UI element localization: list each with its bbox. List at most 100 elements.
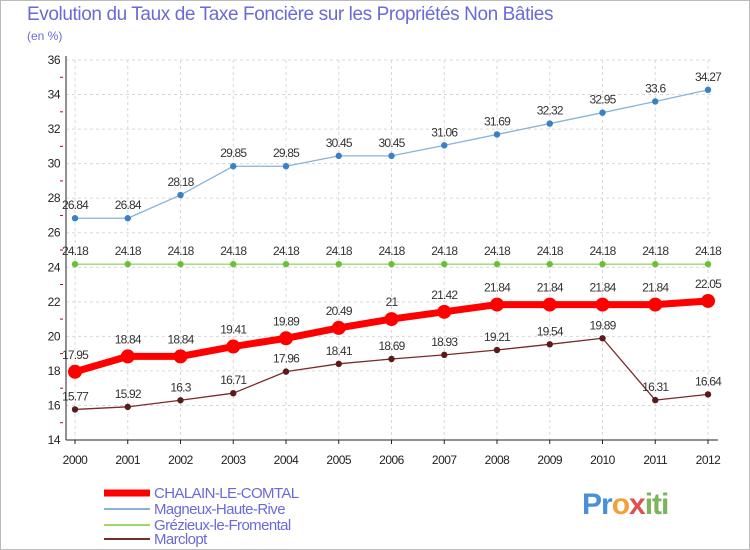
data-label: 33.6 xyxy=(645,81,666,95)
data-label: 24.18 xyxy=(220,244,247,258)
data-point xyxy=(441,260,448,268)
x-tick-label: 2009 xyxy=(537,453,563,467)
chart-title: Evolution du Taux de Taxe Foncière sur l… xyxy=(27,4,554,25)
data-point xyxy=(388,260,395,268)
data-point xyxy=(335,152,342,160)
data-label: 18.84 xyxy=(115,332,142,346)
data-label: 15.92 xyxy=(115,387,142,401)
x-tick-label: 2005 xyxy=(326,453,352,467)
data-point xyxy=(704,260,712,268)
x-tick-label: 2004 xyxy=(274,453,300,467)
data-point xyxy=(177,397,184,404)
data-point xyxy=(282,260,290,268)
data-label: 32.32 xyxy=(537,104,564,118)
data-label: 24.18 xyxy=(537,244,564,258)
data-label: 20.49 xyxy=(326,304,353,318)
data-label: 24.18 xyxy=(167,244,194,258)
data-point xyxy=(441,351,448,359)
data-point xyxy=(599,335,606,342)
x-tick-label: 2000 xyxy=(63,453,89,467)
data-label: 19.89 xyxy=(589,318,616,332)
data-label: 24.18 xyxy=(431,244,458,258)
data-label: 15.77 xyxy=(62,389,89,403)
data-label: 29.85 xyxy=(273,146,300,160)
data-label: 29.85 xyxy=(220,146,247,160)
data-point xyxy=(388,355,395,363)
data-label: 19.54 xyxy=(537,324,564,338)
data-label: 17.95 xyxy=(62,348,89,362)
data-point xyxy=(704,391,712,398)
data-label: 30.45 xyxy=(378,136,405,150)
data-point xyxy=(177,191,184,199)
data-label: 22.05 xyxy=(695,277,722,291)
data-label: 24.18 xyxy=(326,244,353,258)
data-label: 21.84 xyxy=(642,281,669,295)
data-point xyxy=(599,260,606,268)
data-label: 24.18 xyxy=(62,244,89,258)
data-label: 24.18 xyxy=(484,244,511,258)
x-tick-label: 2006 xyxy=(379,453,405,467)
data-label: 21.84 xyxy=(589,281,616,295)
data-point xyxy=(335,260,342,268)
logo-part: x xyxy=(629,488,646,521)
data-point xyxy=(226,339,241,354)
y-tick-label: 36 xyxy=(48,53,61,67)
data-point xyxy=(124,260,131,268)
data-label: 18.84 xyxy=(167,332,194,346)
data-point xyxy=(595,297,610,312)
x-tick-label: 2010 xyxy=(590,453,616,467)
data-label: 31.06 xyxy=(431,125,458,139)
data-point xyxy=(388,152,395,160)
y-tick-label: 26 xyxy=(48,226,61,240)
data-label: 19.41 xyxy=(220,323,247,337)
data-point xyxy=(493,346,501,354)
data-point xyxy=(120,349,135,364)
data-label: 34.27 xyxy=(695,70,722,84)
data-point xyxy=(546,260,553,268)
data-label: 18.93 xyxy=(431,335,458,349)
data-point xyxy=(701,293,715,308)
y-tick-label: 28 xyxy=(48,191,61,205)
y-tick-label: 14 xyxy=(48,433,61,447)
data-label: 16.71 xyxy=(220,373,247,387)
data-point xyxy=(490,297,504,312)
data-label: 18.69 xyxy=(378,339,405,353)
data-point xyxy=(652,396,659,404)
data-point xyxy=(335,360,342,368)
axes: 14 16 18 20 22 24 26 28 30 32 34 36 2000 2001 2002 2003… xyxy=(48,53,722,467)
y-tick-label: 24 xyxy=(48,260,61,274)
data-point xyxy=(282,368,290,375)
x-tick-label: 2011 xyxy=(643,453,668,467)
data-point xyxy=(648,297,663,312)
data-label: 21.84 xyxy=(484,281,511,295)
data-label: 21.42 xyxy=(431,288,458,302)
data-label: 16.64 xyxy=(695,374,722,388)
x-tick-label: 2001 xyxy=(115,453,141,467)
data-label: 24.18 xyxy=(695,244,722,258)
legend-label: Magneux-Haute-Rive xyxy=(154,501,285,518)
data-point xyxy=(279,331,293,346)
data-point xyxy=(124,215,131,222)
y-tick-label: 30 xyxy=(48,157,61,171)
data-point xyxy=(282,163,290,170)
proxiti-logo: Proxiti xyxy=(582,488,669,522)
data-label: 16.3 xyxy=(170,380,191,394)
data-point xyxy=(384,312,399,327)
data-label: 21 xyxy=(386,295,399,309)
data-point xyxy=(68,364,82,379)
data-point xyxy=(230,260,237,268)
data-point xyxy=(71,406,79,413)
data-label: 19.21 xyxy=(484,330,511,344)
x-tick-label: 2008 xyxy=(485,453,511,467)
y-tick-label: 22 xyxy=(48,295,61,309)
data-point xyxy=(331,320,346,335)
data-label: 24.18 xyxy=(378,244,405,258)
data-label: 21.84 xyxy=(537,281,564,295)
y-tick-label: 32 xyxy=(48,122,61,136)
data-label: 24.18 xyxy=(273,244,300,258)
data-point xyxy=(173,349,188,364)
data-label: 28.18 xyxy=(167,175,194,189)
data-label: 30.45 xyxy=(326,136,353,150)
